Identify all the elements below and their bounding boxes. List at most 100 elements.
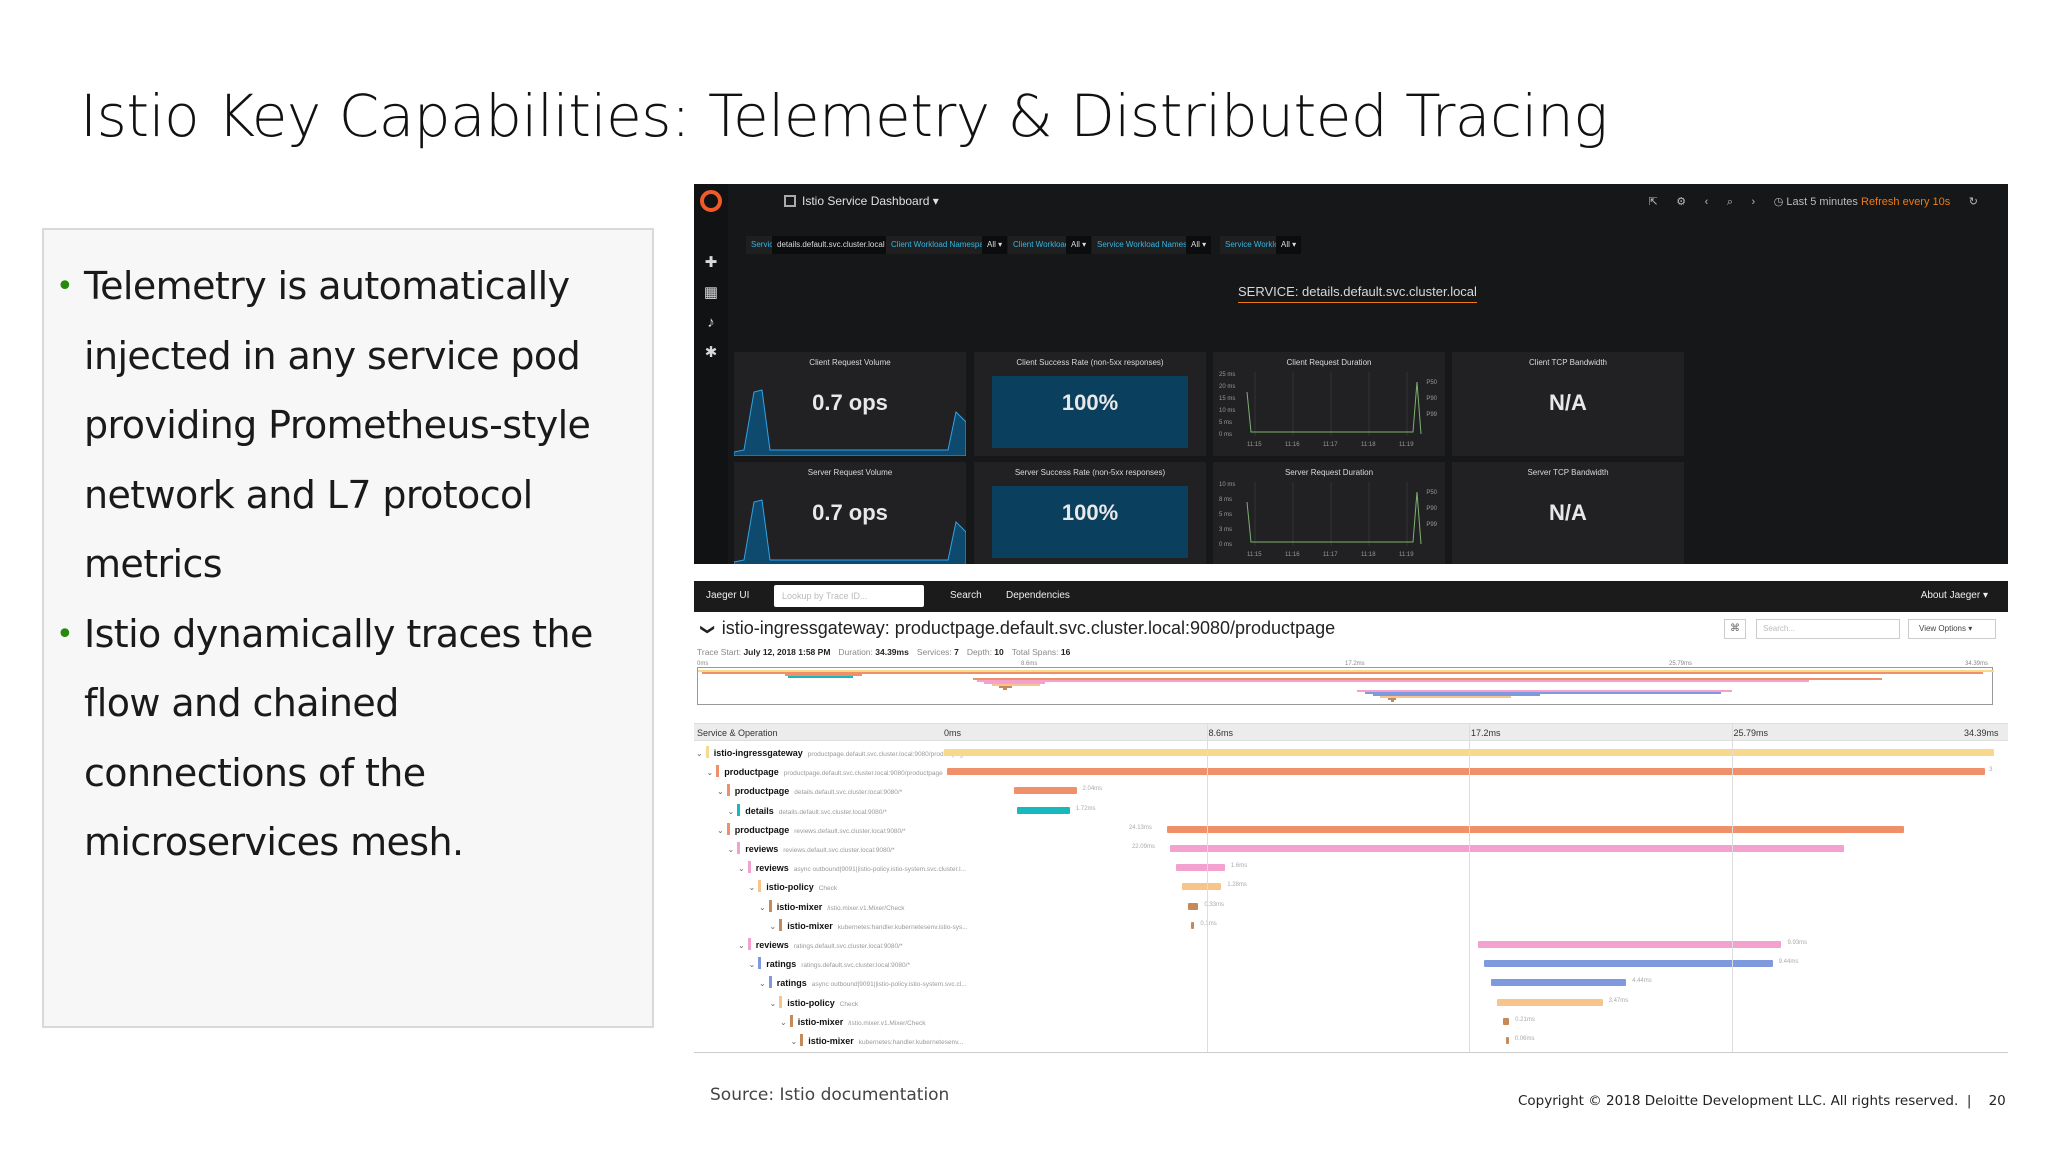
- grafana-logo-icon[interactable]: [700, 190, 722, 212]
- span-name[interactable]: ⌄ ratings async outbound|9091||istio-polic…: [759, 976, 967, 989]
- span-bar[interactable]: [1176, 864, 1225, 872]
- time-picker[interactable]: ◷ Last 5 minutes Refresh every 10s: [1774, 195, 1951, 208]
- span-name[interactable]: ⌄ istio-mixer kubernetes:handler.kubernete…: [790, 1034, 963, 1046]
- span-name[interactable]: ⌄ productpage productpage.default.svc.clus…: [706, 765, 943, 778]
- span-bar[interactable]: [1017, 806, 1070, 814]
- span-row[interactable]: ⌄ ratings ratings.default.svc.cluster.loca…: [694, 954, 2008, 973]
- span-row[interactable]: ⌄ istio-ingressgateway productpage.default…: [694, 743, 2008, 762]
- span-bar[interactable]: [1505, 1037, 1509, 1044]
- grafana-panel[interactable]: Server Success Rate (non-5xx responses) 1…: [974, 462, 1206, 564]
- chevron-down-icon[interactable]: ⌄: [717, 825, 724, 835]
- span-row[interactable]: ⌄ productpage reviews.default.svc.cluster.…: [694, 820, 2008, 839]
- grafana-panel[interactable]: Server TCP Bandwidth N/A: [1452, 462, 1684, 564]
- chevron-down-icon[interactable]: ⌄: [790, 1037, 798, 1046]
- span-bar[interactable]: [1478, 941, 1782, 948]
- chevron-down-icon[interactable]: ⌄: [717, 787, 724, 797]
- grafana-panel[interactable]: Server Request Duration 10 ms 8 ms 5 ms 3 ms…: [1213, 462, 1445, 564]
- chevron-right-icon[interactable]: ›: [1751, 196, 1756, 208]
- chevron-down-icon[interactable]: ⌄: [759, 902, 766, 912]
- span-row[interactable]: ⌄ productpage details.default.svc.cluster.…: [694, 781, 2008, 800]
- span-bar[interactable]: [1169, 845, 1845, 852]
- span-bar[interactable]: [1484, 960, 1773, 968]
- span-bar[interactable]: [1014, 787, 1077, 795]
- chevron-down-icon[interactable]: ⌄: [748, 883, 756, 893]
- span-name[interactable]: ⌄ productpage reviews.default.svc.cluster.…: [717, 822, 906, 835]
- share-icon[interactable]: ⇱: [1648, 196, 1658, 208]
- span-name[interactable]: ⌄ istio-mixer kubernetes:handler.kubernete…: [769, 918, 968, 931]
- chevron-down-icon[interactable]: ⌄: [706, 768, 714, 778]
- trace-minimap[interactable]: [697, 667, 1994, 705]
- span-row[interactable]: ⌄ reviews reviews.default.svc.cluster.loca…: [694, 839, 2008, 858]
- variable-dropdown[interactable]: details.default.svc.cluster.local ▾: [772, 236, 896, 254]
- plus-icon[interactable]: ✚: [704, 254, 718, 271]
- span-name[interactable]: ⌄ istio-mixer/istio.mixer.v1.Mixer/Check: [780, 1014, 926, 1027]
- trace-title[interactable]: ❯ istio-ingressgateway: productpage.defau…: [700, 618, 1335, 639]
- span-name[interactable]: ⌄ reviews async outbound|9091||istio-polic…: [738, 861, 966, 874]
- keyboard-shortcuts-button[interactable]: ⌘: [1724, 619, 1746, 639]
- span-name[interactable]: ⌄ details details.default.svc.cluster.loca…: [727, 803, 887, 816]
- chevron-down-icon[interactable]: ⌄: [727, 845, 735, 854]
- span-name[interactable]: ⌄ reviews ratings.default.svc.cluster.loca…: [738, 938, 903, 950]
- span-bar[interactable]: [1182, 883, 1222, 891]
- span-name[interactable]: ⌄ istio-mixer/istio.mixer.v1.Mixer/Check: [759, 899, 905, 912]
- bell-icon[interactable]: ♪: [707, 314, 715, 331]
- about-jaeger-menu[interactable]: About Jaeger ▾: [1920, 590, 1988, 601]
- span-row[interactable]: ⌄ istio-mixer kubernetes:handler.kubernete…: [694, 916, 2008, 935]
- chevron-left-icon[interactable]: ‹: [1704, 196, 1709, 208]
- chevron-down-icon[interactable]: ⌄: [738, 864, 745, 874]
- chevron-down-icon[interactable]: ⌄: [738, 941, 745, 950]
- span-row[interactable]: ⌄ ratings async outbound|9091||istio-polic…: [694, 973, 2008, 992]
- span-row[interactable]: ⌄ reviews ratings.default.svc.cluster.loca…: [694, 935, 2008, 954]
- span-bar[interactable]: [947, 768, 1986, 776]
- span-bar[interactable]: [1496, 998, 1603, 1006]
- span-name[interactable]: ⌄ istio-policy Check: [748, 880, 837, 893]
- span-row[interactable]: ⌄ istio-mixer/istio.mixer.v1.Mixer/Check 0…: [694, 897, 2008, 916]
- span-row[interactable]: ⌄ istio-mixer kubernetes:handler.kubernete…: [694, 1031, 2008, 1050]
- trace-id-lookup-input[interactable]: Lookup by Trace ID...: [774, 585, 924, 607]
- span-bar[interactable]: [1188, 902, 1199, 910]
- span-name[interactable]: ⌄ reviews reviews.default.svc.cluster.loca…: [728, 842, 895, 854]
- grafana-panel[interactable]: Client Success Rate (non-5xx responses) 1…: [974, 352, 1206, 456]
- view-options-dropdown[interactable]: View Options ▾: [1908, 619, 1996, 639]
- chevron-down-icon[interactable]: ⌄: [780, 1017, 787, 1027]
- chevron-down-icon[interactable]: ⌄: [727, 806, 735, 816]
- span-row[interactable]: ⌄ reviews async outbound|9091||istio-polic…: [694, 858, 2008, 877]
- span-bar[interactable]: [1166, 825, 1904, 833]
- variable-dropdown[interactable]: All ▾: [1276, 236, 1302, 254]
- span-row[interactable]: ⌄ productpage productpage.default.svc.clus…: [694, 762, 2008, 781]
- span-row[interactable]: ⌄ istio-policy Check 1.28ms: [694, 877, 2008, 896]
- refresh-icon[interactable]: ↻: [1968, 196, 1978, 208]
- chevron-down-icon[interactable]: ⌄: [696, 749, 703, 758]
- variable-dropdown[interactable]: All ▾: [1186, 236, 1212, 254]
- chevron-down-icon[interactable]: ❯: [700, 623, 717, 636]
- grafana-panel[interactable]: Client Request Duration 25 ms 20 ms 15 ms 10…: [1213, 352, 1445, 456]
- dashboards-icon[interactable]: ▦: [703, 284, 719, 301]
- gear-icon[interactable]: ✱: [704, 344, 718, 361]
- chevron-down-icon[interactable]: ⌄: [769, 998, 777, 1008]
- span-bar[interactable]: [1490, 979, 1627, 987]
- variable-dropdown[interactable]: All ▾: [1066, 236, 1092, 254]
- span-row[interactable]: ⌄ details details.default.svc.cluster.loca…: [694, 801, 2008, 820]
- settings-icon[interactable]: ⚙: [1676, 196, 1687, 208]
- span-name[interactable]: ⌄ istio-policy Check: [769, 995, 858, 1008]
- nav-search-link[interactable]: Search: [950, 590, 982, 601]
- span-bar[interactable]: [1191, 921, 1195, 929]
- nav-dependencies-link[interactable]: Dependencies: [1006, 590, 1070, 601]
- zoom-icon[interactable]: ⌕: [1726, 196, 1734, 208]
- chevron-down-icon[interactable]: ⌄: [748, 960, 756, 970]
- grafana-panel[interactable]: Server Request Volume 0.7 ops: [734, 462, 966, 564]
- span-bar[interactable]: [1502, 1017, 1510, 1025]
- span-name[interactable]: ⌄ productpage details.default.svc.cluster.…: [717, 784, 902, 797]
- dashboard-picker[interactable]: Istio Service Dashboard ▾: [784, 194, 939, 208]
- grafana-panel[interactable]: Client Request Volume 0.7 ops: [734, 352, 966, 456]
- span-row[interactable]: ⌄ istio-mixer/istio.mixer.v1.Mixer/Check 0…: [694, 1012, 2008, 1031]
- span-name[interactable]: ⌄ istio-ingressgateway productpage.default…: [696, 746, 967, 758]
- chevron-down-icon[interactable]: ⌄: [759, 979, 766, 989]
- variable-dropdown[interactable]: All ▾: [982, 236, 1008, 254]
- grafana-panel[interactable]: Client TCP Bandwidth N/A: [1452, 352, 1684, 456]
- span-row[interactable]: ⌄ istio-policy Check 3.47ms: [694, 993, 2008, 1012]
- jaeger-brand[interactable]: Jaeger UI: [706, 590, 750, 601]
- span-name[interactable]: ⌄ ratings ratings.default.svc.cluster.loca…: [748, 957, 910, 970]
- chevron-down-icon[interactable]: ⌄: [769, 921, 777, 931]
- trace-search-input[interactable]: Search...: [1756, 619, 1900, 639]
